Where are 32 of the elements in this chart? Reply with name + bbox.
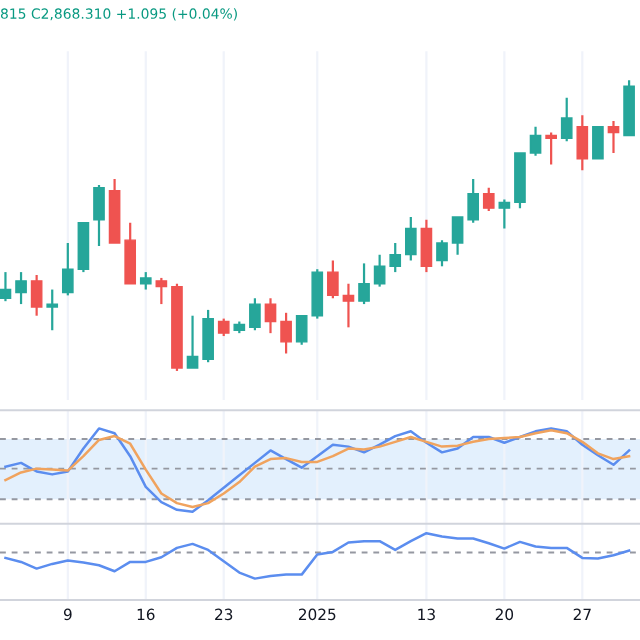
candlestick [202, 308, 214, 364]
candlestick [358, 262, 370, 306]
candlestick [436, 239, 448, 268]
candlestick [342, 282, 355, 329]
candlestick [155, 276, 168, 306]
candlestick [420, 218, 433, 274]
candlestick [46, 288, 59, 332]
candlestick [249, 297, 261, 332]
candlestick [529, 125, 542, 157]
candlestick [482, 186, 495, 213]
candlestick [124, 221, 137, 285]
candlestick [451, 215, 464, 256]
candlestick [404, 215, 417, 262]
candlestick [77, 221, 90, 274]
candlestick [607, 119, 620, 155]
candlestick [545, 131, 557, 166]
candlestick [467, 177, 480, 224]
candlestick [592, 126, 604, 160]
candlestick [373, 253, 386, 288]
candlestick [498, 198, 511, 230]
candlestick [0, 271, 12, 303]
candlestick [327, 259, 339, 300]
candlestick [264, 297, 277, 335]
candlestick [61, 241, 74, 297]
candlestick [280, 311, 292, 355]
candlestick [576, 114, 589, 172]
candlestick [389, 241, 402, 274]
candlestick [560, 96, 573, 143]
candlestick [186, 314, 199, 370]
candlestick [15, 271, 27, 306]
candlestick [30, 273, 43, 317]
candlestick [93, 183, 105, 248]
